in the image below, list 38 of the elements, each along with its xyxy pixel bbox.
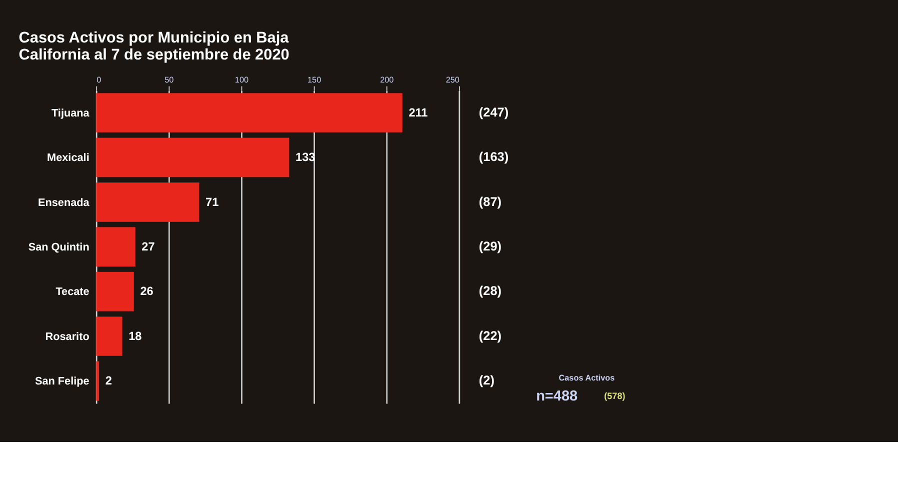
x-tick-label: 200 — [380, 76, 394, 85]
data-label: 211 — [408, 106, 428, 120]
bar — [96, 316, 122, 356]
y-tick-label: San Felipe — [34, 376, 90, 388]
y-tick-label: Ensenada — [38, 196, 90, 209]
text: (29) — [478, 239, 502, 254]
data-label: 18 — [128, 330, 142, 343]
text: (163) — [478, 150, 509, 164]
text: (247) — [478, 105, 509, 120]
bar — [96, 227, 136, 267]
bar — [96, 361, 100, 401]
bar — [96, 93, 402, 132]
data-label: 27 — [142, 240, 156, 254]
data-label: 2 — [105, 374, 112, 388]
data-label: 71 — [206, 196, 220, 209]
y-tick-label: Rosarito — [45, 330, 90, 343]
x-tick-label: 100 — [234, 76, 249, 85]
text: (2) — [478, 374, 494, 388]
y-tick-label: Tijuana — [51, 107, 90, 120]
text: (22) — [478, 328, 502, 343]
bar — [96, 272, 134, 312]
x-tick-label: 150 — [307, 76, 322, 85]
bar — [96, 138, 290, 178]
text: Casos Activos por Municipio en Baja — [18, 29, 289, 46]
text: n=488 — [536, 388, 578, 405]
x-tick-label: 50 — [164, 76, 174, 85]
text: California al 7 de septiembre de 2020 — [18, 46, 290, 64]
text: (28) — [478, 284, 502, 298]
y-tick-label: Tecate — [56, 286, 90, 298]
text: Casos Activos — [558, 374, 616, 383]
text: (578) — [604, 390, 626, 401]
x-tick-label: 250 — [446, 76, 460, 85]
y-tick-label: San Quintin — [28, 241, 90, 254]
y-tick-label: Mexicali — [47, 152, 90, 164]
x-tick-label: 0 — [96, 76, 102, 85]
text: (87) — [478, 194, 502, 209]
data-label: 26 — [140, 285, 154, 298]
bar — [96, 182, 200, 222]
